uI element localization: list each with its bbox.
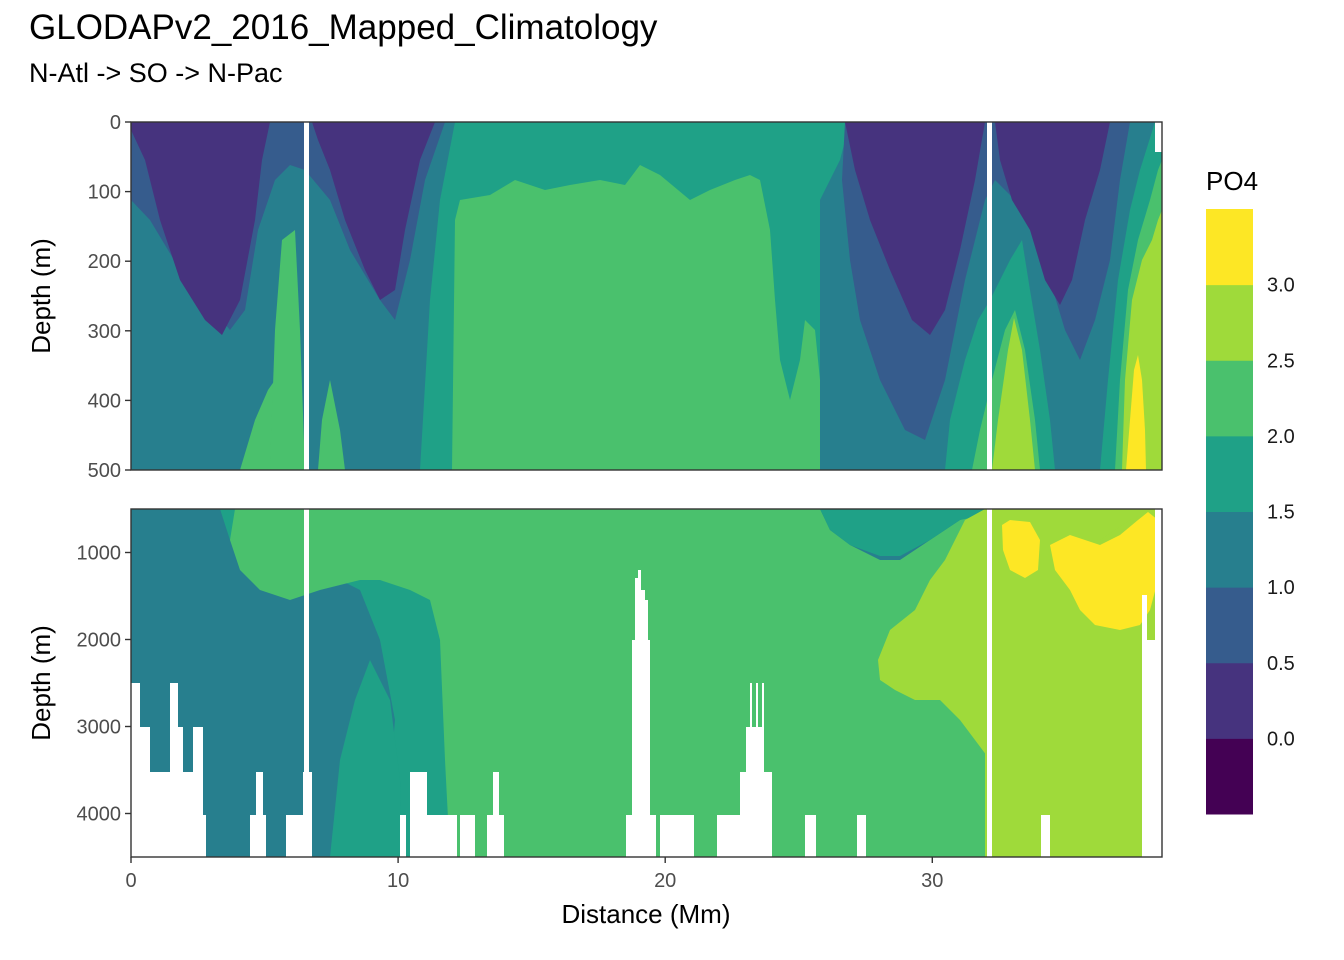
lower-section-line-1 xyxy=(304,509,309,857)
legend-break-label: 3.0 xyxy=(1267,275,1295,297)
upper-y-tick-label: 500 xyxy=(88,460,121,482)
lower-y-tick-label: 2000 xyxy=(77,630,122,652)
legend-swatch xyxy=(1206,511,1253,588)
panel-upper: 0 100 200 300 400 500 xyxy=(88,112,1163,482)
lower-y-tick-label: 1000 xyxy=(77,543,122,565)
x-axis-title: Distance (Mm) xyxy=(561,899,730,929)
legend-title: PO4 xyxy=(1206,166,1258,196)
lower-y-axis: 1000 2000 3000 4000 xyxy=(77,543,131,826)
upper-y-tick-label: 100 xyxy=(88,182,121,204)
x-tick-label: 10 xyxy=(387,870,409,892)
upper-y-tick-label: 300 xyxy=(88,321,121,343)
legend-break-label: 1.0 xyxy=(1267,577,1295,599)
legend-swatch xyxy=(1206,284,1253,361)
upper-y-tick-label: 400 xyxy=(88,390,121,412)
lower-section-line-2 xyxy=(987,509,992,857)
lower-y-tick-label: 4000 xyxy=(77,804,122,826)
upper-y-tick-label: 0 xyxy=(110,112,121,134)
legend-colorbar xyxy=(1206,209,1253,815)
upper-section-line-2 xyxy=(987,122,992,470)
legend-swatch xyxy=(1206,662,1253,739)
upper-y-axis: 0 100 200 300 400 500 xyxy=(88,112,131,482)
legend-swatch xyxy=(1206,360,1253,437)
legend-swatch xyxy=(1206,435,1253,512)
legend-break-label: 0.0 xyxy=(1267,728,1295,750)
legend-break-label: 1.5 xyxy=(1267,502,1295,524)
x-tick-label: 20 xyxy=(654,870,676,892)
y-axis-title-upper: Depth (m) xyxy=(26,238,56,354)
upper-y-tick-label: 200 xyxy=(88,251,121,273)
x-axis: 0 10 20 30 xyxy=(125,857,943,892)
legend-swatch xyxy=(1206,738,1253,815)
lower-field xyxy=(131,509,1162,857)
chart-subtitle: N-Atl -> SO -> N-Pac xyxy=(29,58,283,88)
lower-y-tick-label: 3000 xyxy=(77,717,122,739)
legend: PO4 0.0 0.5 1.0 1.5 2.0 2.5 3.0 xyxy=(1206,166,1295,815)
upper-panel-border xyxy=(130,121,1163,471)
legend-break-label: 2.0 xyxy=(1267,426,1295,448)
legend-swatch xyxy=(1206,209,1253,286)
x-tick-label: 0 xyxy=(125,870,136,892)
legend-swatch xyxy=(1206,587,1253,664)
legend-labels: 0.0 0.5 1.0 1.5 2.0 2.5 3.0 xyxy=(1267,275,1295,751)
x-tick-label: 30 xyxy=(921,870,943,892)
y-axis-title-lower: Depth (m) xyxy=(26,625,56,741)
lower-panel-border xyxy=(130,508,1163,858)
legend-break-label: 2.5 xyxy=(1267,350,1295,372)
panel-lower: 1000 2000 3000 4000 0 10 20 30 xyxy=(77,508,1163,892)
legend-break-label: 0.5 xyxy=(1267,653,1295,675)
chart-title: GLODAPv2_2016_Mapped_Climatology xyxy=(29,8,658,47)
upper-field xyxy=(131,122,1162,470)
upper-section-line-1 xyxy=(304,122,309,470)
